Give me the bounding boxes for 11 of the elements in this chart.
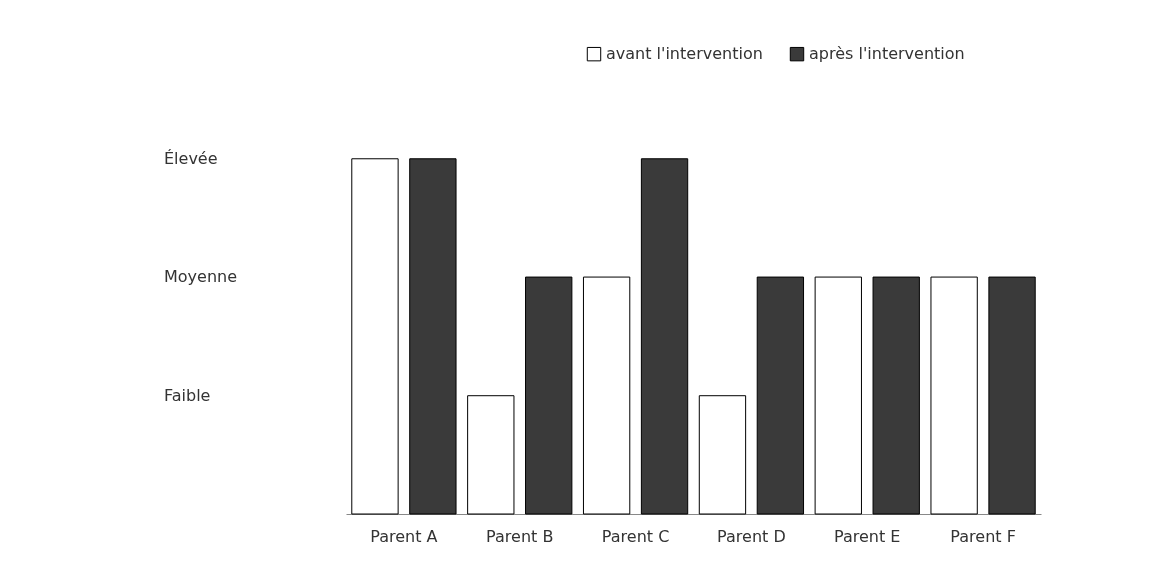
- x-tick-label: Parent A: [370, 526, 438, 546]
- x-tick-label: Parent D: [717, 526, 786, 546]
- text: Moyenne: [164, 267, 238, 287]
- x-tick-label: Parent C: [601, 526, 670, 546]
- text: Élevée: [164, 148, 218, 168]
- x-tick-label: Parent B: [486, 526, 554, 546]
- legend-label: avant l'intervention: [606, 44, 763, 64]
- x-tick-label: Parent F: [950, 526, 1016, 546]
- legend-label: après l'intervention: [809, 44, 965, 64]
- text: Faible: [164, 385, 211, 405]
- x-tick-label: Parent E: [834, 526, 901, 546]
